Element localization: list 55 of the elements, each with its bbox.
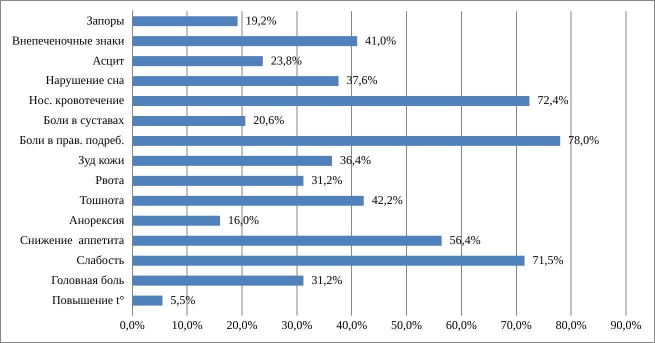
- y-tick-label: Анорексия: [69, 212, 125, 227]
- x-tick-label: 10,0%: [172, 318, 203, 332]
- data-label: 71,5%: [532, 252, 564, 267]
- y-tick-label: Рвота: [95, 173, 125, 188]
- y-tick-label: Внепеченочные знаки: [12, 33, 125, 48]
- x-tick-label: 60,0%: [446, 318, 477, 332]
- x-tick-label: 70,0%: [500, 318, 532, 332]
- y-tick-label: Тошнота: [80, 192, 125, 207]
- y-tick-label: Снижение аппетита: [20, 232, 125, 247]
- y-tick-label: Нарушение сна: [46, 73, 125, 88]
- bar: [132, 296, 162, 306]
- x-tick-label: 50,0%: [391, 318, 422, 332]
- bar: [132, 116, 246, 126]
- data-label: 31,2%: [311, 173, 342, 188]
- y-tick-label: Повышение t°: [52, 292, 124, 307]
- y-tick-label: Головная боль: [51, 272, 125, 287]
- data-label: 20,6%: [253, 113, 284, 128]
- bar: [132, 256, 525, 266]
- data-label: 31,2%: [311, 272, 342, 287]
- bar: [132, 196, 364, 206]
- bar: [132, 276, 304, 286]
- y-tick-label: Боли в прав. подреб.: [19, 133, 124, 148]
- y-tick-label: Слабость: [76, 252, 125, 267]
- x-tick-label: 80,0%: [556, 318, 587, 332]
- x-tick-label: 40,0%: [336, 318, 368, 332]
- data-label: 5,5%: [170, 292, 196, 307]
- data-label: 41,0%: [365, 33, 396, 48]
- data-label: 19,2%: [246, 13, 277, 28]
- x-tick-label: 20,0%: [226, 318, 258, 332]
- data-label: 78,0%: [568, 133, 600, 148]
- bar: [132, 36, 358, 46]
- x-tick-label: 90,0%: [610, 318, 642, 332]
- x-tick-label: 30,0%: [281, 318, 312, 332]
- bar: [132, 216, 220, 226]
- bar: [132, 76, 339, 86]
- data-label: 72,4%: [537, 93, 568, 108]
- bar: [132, 136, 560, 146]
- bar: [132, 96, 530, 106]
- y-tick-label: Боли в суставах: [43, 113, 124, 128]
- bar: [132, 56, 263, 66]
- data-label: 16,0%: [228, 212, 260, 227]
- x-tick-label: 0,0%: [120, 318, 145, 332]
- y-tick-label: Запоры: [86, 13, 124, 28]
- data-label: 56,4%: [450, 232, 481, 247]
- bar: [132, 16, 238, 26]
- y-tick-label: Зуд кожи: [78, 153, 125, 168]
- bar: [132, 176, 304, 186]
- bar: [132, 236, 442, 246]
- y-tick-label: Нос. кровотечение: [28, 93, 124, 108]
- data-label: 42,2%: [372, 192, 403, 207]
- data-label: 37,6%: [346, 73, 378, 88]
- bar: [132, 156, 332, 166]
- data-label: 36,4%: [340, 153, 371, 168]
- y-tick-label: Асцит: [92, 53, 126, 68]
- data-label: 23,8%: [270, 53, 302, 68]
